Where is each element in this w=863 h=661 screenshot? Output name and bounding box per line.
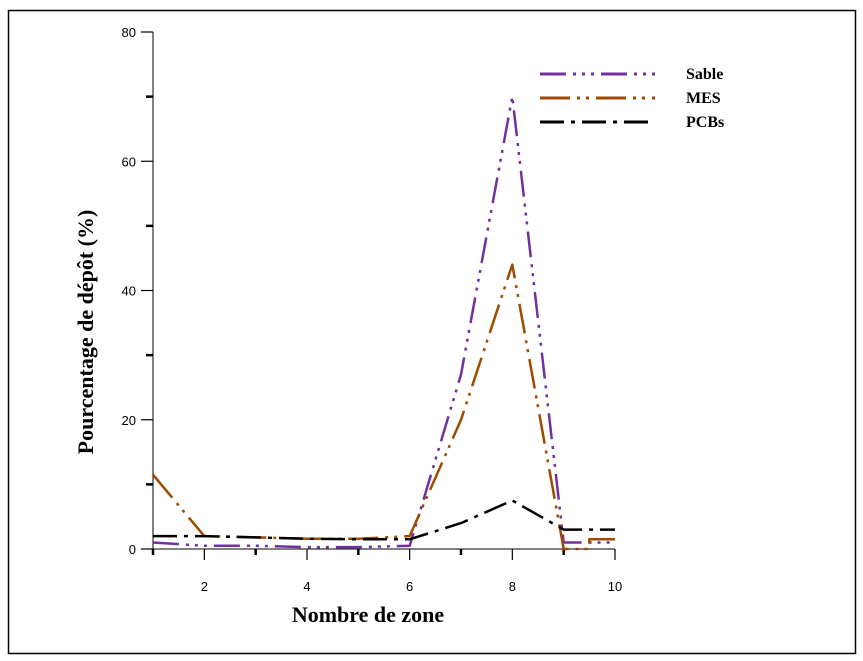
series-lines	[152, 95, 615, 551]
legend-label-pcbs: PCBs	[686, 114, 724, 131]
series-line-sable	[152, 95, 615, 549]
y-tick-label: 80	[122, 25, 136, 40]
y-tick-label: 20	[122, 413, 136, 428]
x-tick-label: 8	[509, 579, 516, 594]
x-tick-label: 4	[303, 579, 310, 594]
series-line-pcbs	[153, 499, 615, 541]
y-tick-label: 40	[122, 284, 136, 299]
x-tick-label: 2	[201, 579, 208, 594]
series-line-mes	[152, 263, 615, 551]
y-tick-label: 60	[122, 154, 136, 169]
y-axis-title: Pourcentage de dépôt (%)	[73, 210, 98, 455]
ticks: 2 4 6 8 10 0 20 40 60 80	[122, 25, 623, 594]
legend: Sable MES PCBs	[540, 66, 724, 131]
x-tick-label: 10	[608, 579, 622, 594]
x-tick-label: 6	[406, 579, 413, 594]
y-tick-label: 0	[129, 542, 136, 557]
outer-border	[7, 9, 857, 655]
legend-label-sable: Sable	[686, 66, 723, 83]
legend-label-mes: MES	[686, 90, 721, 107]
axes	[152, 32, 615, 550]
x-axis-title: Nombre de zone	[292, 602, 445, 627]
